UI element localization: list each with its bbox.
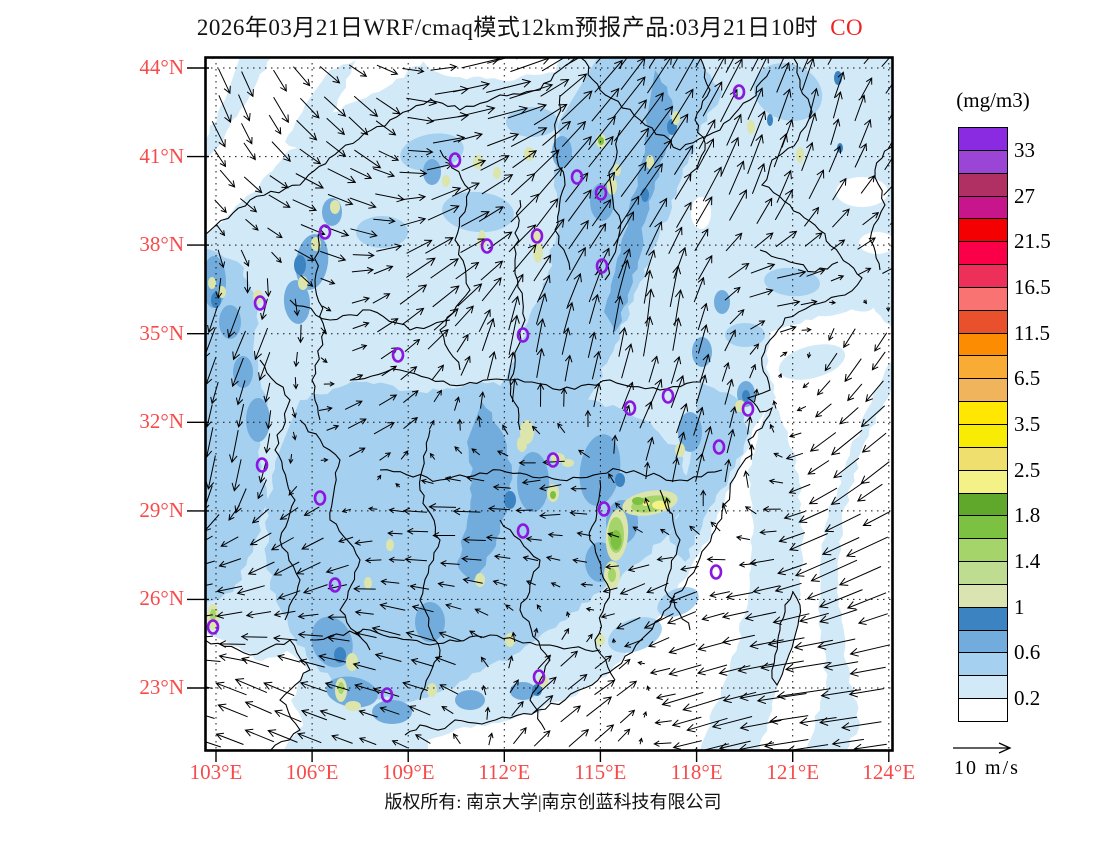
longitude-label: 115°E — [574, 760, 627, 784]
legend-tick-label: 6.5 — [1014, 366, 1041, 391]
high-core — [294, 255, 306, 275]
longitude-label: 121°E — [766, 760, 820, 784]
legend-tick-label: 0.2 — [1014, 686, 1041, 711]
high-core — [641, 188, 649, 202]
legend-color-box — [958, 286, 1008, 311]
legend-color-box — [958, 241, 1008, 266]
hotspot-ring — [298, 276, 308, 290]
latitude-label: 26°N — [139, 586, 184, 611]
legend-color-box — [958, 172, 1008, 197]
elevated-region — [455, 690, 485, 710]
forecast-map — [205, 57, 893, 751]
legend-color-box — [958, 606, 1008, 631]
legend-color-box — [958, 423, 1008, 448]
map-layers — [205, 57, 893, 751]
legend-units-label: (mg/m3) — [956, 88, 1030, 112]
legend-tick-label: 3.5 — [1014, 411, 1041, 436]
hotspot-ring — [796, 147, 804, 163]
copyright-footer: 版权所有: 南京大学|南京创蓝科技有限公司 — [384, 792, 722, 812]
legend-tick-label: 21.5 — [1014, 229, 1051, 254]
legend-color-box — [958, 698, 1008, 722]
latitude-label: 29°N — [139, 497, 184, 522]
legend-tick-label: 1 — [1014, 594, 1025, 619]
hotspot-ring — [442, 175, 450, 187]
elevated-region — [714, 290, 730, 314]
latitude-label: 41°N — [139, 143, 184, 168]
legend-tick-label: 33 — [1014, 137, 1035, 162]
title-text: 2026年03月21日WRF/cmaq模式12km预报产品:03月21日10时 — [196, 15, 819, 40]
legend-color-box — [958, 446, 1008, 471]
hotspot-ring — [330, 200, 340, 214]
legend-color-box — [958, 538, 1008, 563]
legend-tick-label: 1.8 — [1014, 503, 1041, 528]
legend-color-box — [958, 309, 1008, 334]
latitude-label: 38°N — [139, 232, 184, 257]
legend-tick-label: 2.5 — [1014, 457, 1041, 482]
hotspot-ring — [747, 120, 755, 134]
high-core — [834, 71, 842, 85]
longitude-label: 112°E — [478, 760, 531, 784]
hotspot-core — [550, 491, 556, 499]
high-core — [742, 390, 750, 402]
legend-tick-label: 11.5 — [1014, 320, 1050, 345]
legend-color-box — [958, 469, 1008, 494]
legend-color-box — [958, 583, 1008, 608]
legend-color-box — [958, 378, 1008, 403]
latitude-label: 23°N — [139, 675, 184, 699]
elevated-region — [423, 159, 441, 185]
wind-reference-label: 10 m/s — [954, 757, 1020, 779]
legend-tick-label: 0.6 — [1014, 640, 1041, 665]
legend-tick-label: 16.5 — [1014, 274, 1051, 299]
latitude-label: 35°N — [139, 320, 184, 345]
latitude-label: 32°N — [139, 409, 184, 434]
longitude-label: 118°E — [670, 760, 723, 784]
hotspot-ring — [345, 701, 361, 711]
hotspot-ring — [208, 277, 216, 289]
legend-color-box — [958, 332, 1008, 357]
high-core — [504, 491, 516, 509]
hotspot-ring — [386, 539, 394, 551]
elevated-region — [517, 452, 549, 512]
longitude-label: 124°E — [862, 760, 916, 784]
clean-patch — [691, 197, 711, 229]
legend-color-box — [958, 127, 1008, 151]
legend-color-box — [958, 561, 1008, 585]
page-title: 2026年03月21日WRF/cmaq模式12km预报产品:03月21日10时 C… — [0, 8, 1060, 42]
hotspot-ring — [562, 459, 574, 467]
hotspot — [608, 568, 616, 582]
legend-color-box — [958, 675, 1008, 700]
legend-color-box — [958, 218, 1008, 243]
hotspot-ring — [427, 683, 437, 697]
hotspot-ring — [475, 573, 485, 587]
legend-color-box — [958, 515, 1008, 540]
legend-color-box — [958, 492, 1008, 517]
legend-color-box — [958, 264, 1008, 288]
hotspot-ring — [493, 167, 501, 179]
hotspot-core — [598, 137, 604, 145]
hotspot-ring — [517, 436, 527, 452]
longitude-label: 109°E — [381, 760, 435, 784]
species-label: CO — [830, 15, 864, 40]
legend-tick-label: 1.4 — [1014, 549, 1041, 574]
legend-color-box — [958, 401, 1008, 425]
hotspot — [632, 497, 644, 505]
longitude-label: 103°E — [189, 760, 243, 784]
latitude-label: 44°N — [139, 55, 184, 79]
legend-color-box — [958, 629, 1008, 654]
legend-tick-label: 27 — [1014, 183, 1035, 208]
hotspot-ring — [346, 653, 358, 671]
legend-color-box — [958, 195, 1008, 220]
reference-wind-arrow — [953, 742, 1012, 754]
legend-color-box — [958, 149, 1008, 174]
legend-color-box — [958, 652, 1008, 677]
high-core — [767, 114, 773, 126]
high-core — [615, 473, 625, 487]
elevated-region — [246, 398, 270, 442]
hotspot-ring — [364, 577, 372, 589]
longitude-label: 106°E — [285, 760, 339, 784]
legend-color-box — [958, 355, 1008, 380]
